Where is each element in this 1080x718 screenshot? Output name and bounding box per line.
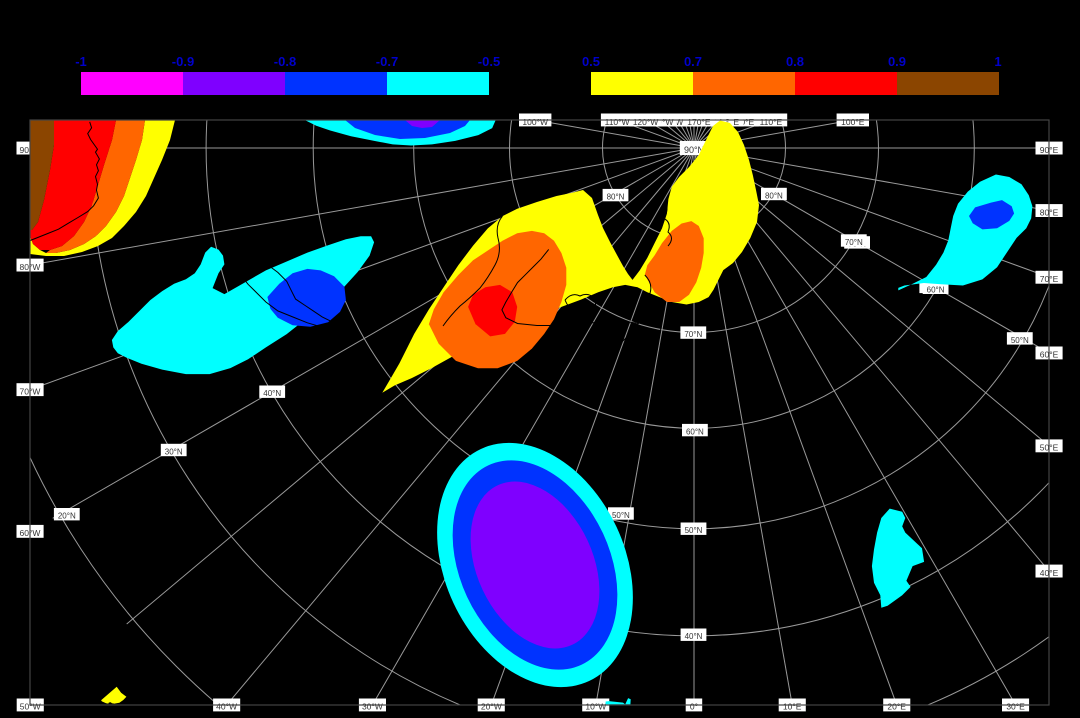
svg-text:50°N: 50°N (612, 511, 630, 520)
svg-text:0°: 0° (690, 702, 698, 712)
svg-text:30°W: 30°W (362, 702, 383, 712)
svg-text:70°N: 70°N (684, 330, 702, 339)
svg-text:100°W: 100°W (522, 117, 548, 127)
svg-text:70°N: 70°N (845, 238, 863, 247)
svg-text:40°N: 40°N (685, 632, 703, 641)
svg-text:30°E: 30°E (1006, 702, 1025, 712)
svg-text:0.7: 0.7 (684, 54, 702, 69)
svg-text:110°E: 110°E (760, 117, 783, 127)
svg-text:0.8: 0.8 (786, 54, 804, 69)
svg-text:30°N: 30°N (165, 448, 183, 457)
svg-text:20°W: 20°W (481, 702, 502, 712)
svg-text:60°N: 60°N (927, 285, 945, 294)
svg-text:60°N: 60°N (686, 428, 704, 437)
svg-text:0.9: 0.9 (888, 54, 906, 69)
svg-text:1: 1 (994, 54, 1001, 69)
svg-text:-0.8: -0.8 (274, 54, 296, 69)
svg-text:170°E: 170°E (687, 117, 711, 127)
svg-text:20°E: 20°E (887, 702, 906, 712)
svg-text:20°N: 20°N (58, 512, 76, 521)
svg-text:-1: -1 (75, 54, 87, 69)
svg-text:120°W: 120°W (633, 117, 659, 127)
svg-text:40°W: 40°W (216, 702, 237, 712)
svg-text:-0.7: -0.7 (376, 54, 398, 69)
svg-text:100°E: 100°E (841, 117, 865, 127)
svg-text:50°N: 50°N (1011, 336, 1029, 345)
svg-text:10°E: 10°E (783, 702, 802, 712)
svg-text:50°N: 50°N (685, 526, 703, 535)
svg-text:110°W: 110°W (605, 117, 630, 127)
svg-text:-0.9: -0.9 (172, 54, 194, 69)
svg-text:80°N: 80°N (607, 193, 625, 202)
svg-text:80°N: 80°N (765, 192, 783, 201)
svg-text:10°W: 10°W (585, 702, 606, 712)
svg-text:-0.5: -0.5 (478, 54, 500, 69)
svg-text:0.5: 0.5 (582, 54, 600, 69)
svg-text:40°N: 40°N (263, 389, 281, 398)
